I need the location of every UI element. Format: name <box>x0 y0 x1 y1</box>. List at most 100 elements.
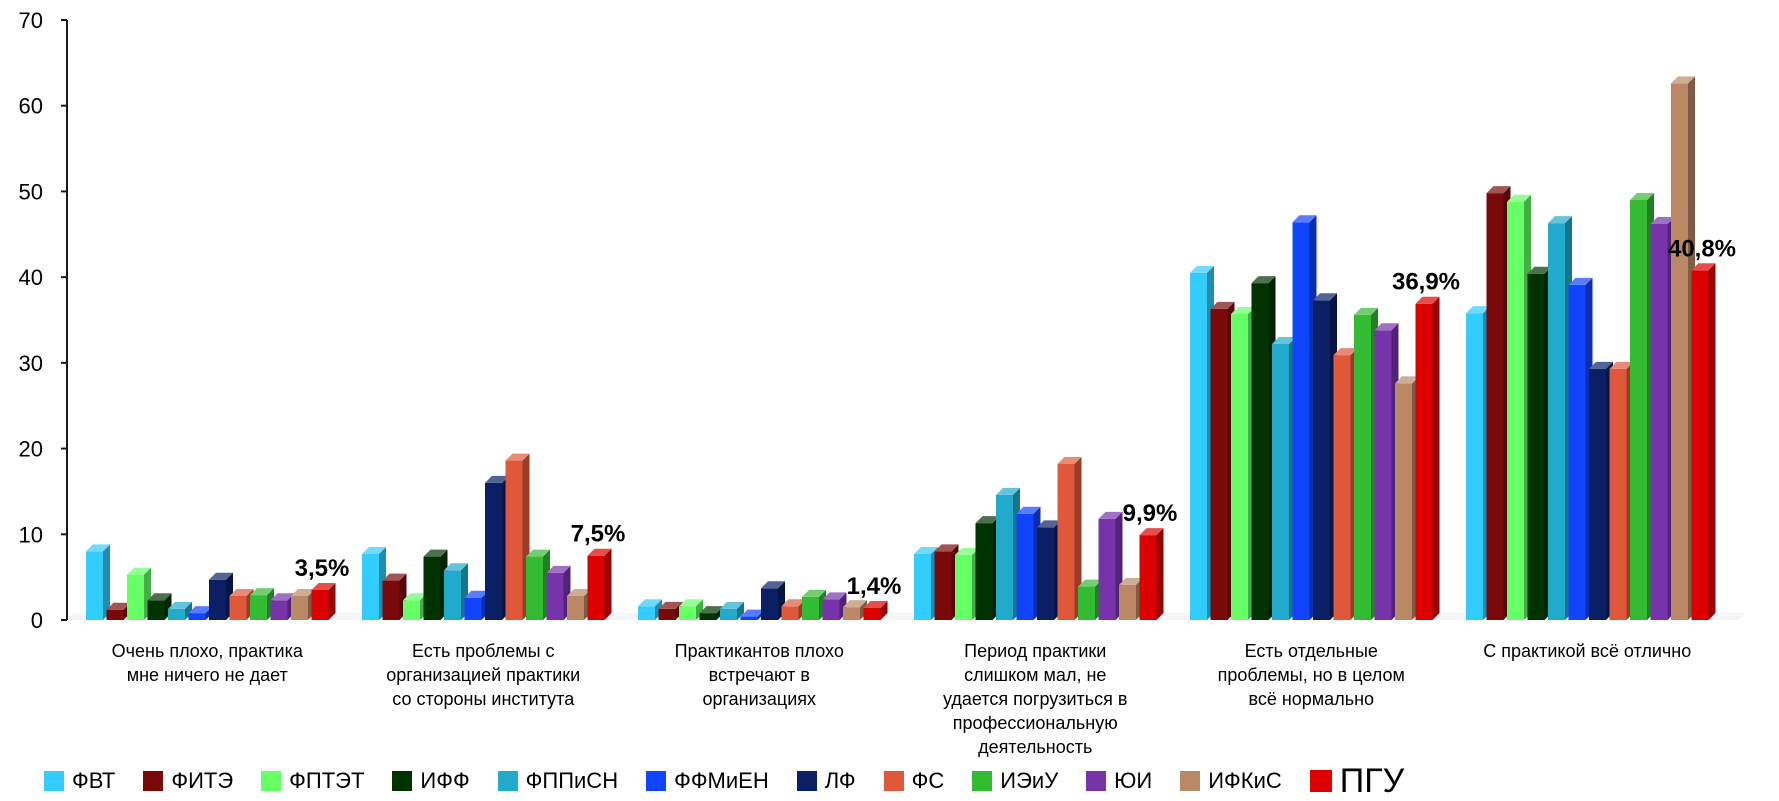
bar <box>444 563 468 620</box>
bar <box>229 589 254 620</box>
legend-item: ЛФ <box>796 768 856 794</box>
legend: ФВТ ФИТЭ ФПТЭТ ИФФ ФППиСН ФФМиЕН ЛФ ФС ИЭиУ ЮИ ИФК… <box>44 761 1764 801</box>
data-label: 9,9% <box>1123 500 1178 527</box>
bar <box>1395 376 1419 620</box>
bar <box>127 567 151 620</box>
bar <box>761 581 785 620</box>
bar <box>270 593 295 620</box>
bar <box>1210 301 1235 620</box>
y-tick-label: 40 <box>19 265 43 290</box>
data-label: 36,9% <box>1392 269 1460 296</box>
legend-swatch <box>972 771 993 791</box>
bar <box>403 593 427 620</box>
legend-swatch <box>261 771 282 791</box>
bar <box>1057 457 1082 620</box>
y-tick-label: 20 <box>19 437 43 462</box>
category-label: Есть проблемы с организацией практики со с… <box>386 641 580 709</box>
data-label: 3,5% <box>295 555 350 582</box>
bar <box>822 592 847 620</box>
legend-swatch <box>44 771 64 791</box>
y-tick-label: 70 <box>19 8 43 33</box>
bar <box>914 547 938 620</box>
bar <box>1119 577 1143 620</box>
bar <box>382 573 407 620</box>
bar <box>209 572 233 620</box>
bar <box>1016 506 1041 620</box>
bar <box>955 547 979 620</box>
legend-label: ФВТ <box>72 768 116 793</box>
bar <box>147 593 172 620</box>
bar <box>1078 579 1102 620</box>
legend-swatch <box>143 771 164 791</box>
legend-label: ИФКиС <box>1208 768 1282 793</box>
bar <box>1609 361 1634 620</box>
legend-item: ИФКиС <box>1180 768 1282 794</box>
bar <box>464 590 489 620</box>
legend-item: ФВТ <box>44 768 115 794</box>
bar <box>934 544 959 620</box>
legend-item: ЮИ <box>1086 768 1152 794</box>
legend-item: ФИТЭ <box>143 768 233 794</box>
bar <box>996 487 1020 620</box>
legend-item: ФПТЭТ <box>261 768 364 794</box>
bar <box>1333 348 1358 620</box>
bar <box>975 516 1000 620</box>
bar <box>1486 186 1511 620</box>
category-label: Период практики слишком мал, не удается по… <box>943 641 1128 757</box>
category-label: Практикантов плохо встречают в организация… <box>675 641 844 709</box>
bar <box>1231 307 1255 620</box>
category-labels: Очень плохо, практика мне ничего не дает Е… <box>112 641 1692 757</box>
legend-swatch <box>796 771 817 791</box>
bar <box>863 601 888 620</box>
legend-item: ИФФ <box>392 768 470 794</box>
bar <box>1354 307 1378 620</box>
bar <box>1568 277 1593 620</box>
legend-label: ПГУ <box>1339 761 1405 800</box>
legend-item: ФППиСН <box>497 768 618 794</box>
legend-label: ЮИ <box>1114 768 1153 793</box>
legend-label: ФПТЭТ <box>289 768 365 793</box>
bar <box>843 600 867 620</box>
bar <box>1313 293 1337 620</box>
y-tick-label: 50 <box>19 179 43 204</box>
legend-swatch <box>497 771 518 791</box>
bar <box>1037 520 1061 620</box>
bar <box>168 601 192 620</box>
bar <box>291 589 315 620</box>
y-tick-label: 10 <box>19 522 43 547</box>
bar <box>802 589 826 620</box>
legend-swatch <box>883 771 904 791</box>
bar <box>1691 263 1716 620</box>
bar <box>546 565 571 620</box>
bar <box>1374 323 1399 620</box>
data-label: 7,5% <box>571 521 626 548</box>
data-label: 1,4% <box>847 573 902 600</box>
bar <box>1272 337 1296 620</box>
legend-swatch <box>1309 770 1332 792</box>
legend-item: ПГУ <box>1309 761 1405 801</box>
category-label: С практикой всё отлично <box>1483 641 1691 661</box>
legend-label: ИЭиУ <box>1000 768 1059 793</box>
bar <box>1466 306 1490 620</box>
bar <box>1650 217 1675 620</box>
bar <box>638 599 662 620</box>
bar <box>1139 528 1164 620</box>
bar <box>1415 296 1440 620</box>
bar <box>362 547 386 620</box>
data-label: 40,8% <box>1668 235 1736 262</box>
bar <box>1251 276 1276 620</box>
legend-item: ИЭиУ <box>972 768 1058 794</box>
bar <box>679 599 703 620</box>
category-label: Очень плохо, практика мне ничего не дает <box>112 641 304 685</box>
legend-item: ФС <box>883 768 944 794</box>
bar <box>526 549 550 620</box>
bar-chart: 0 10 20 30 40 50 60 70 3,5% 7,5% 1,4% 9,9% 36,9% 40,… <box>19 8 1746 757</box>
bar <box>485 475 509 620</box>
legend-swatch <box>392 771 413 791</box>
bar <box>86 544 110 620</box>
legend-swatch <box>646 771 667 791</box>
bar <box>1630 193 1654 620</box>
bars <box>86 76 1716 621</box>
bar <box>567 589 591 620</box>
legend-swatch <box>1180 771 1201 791</box>
